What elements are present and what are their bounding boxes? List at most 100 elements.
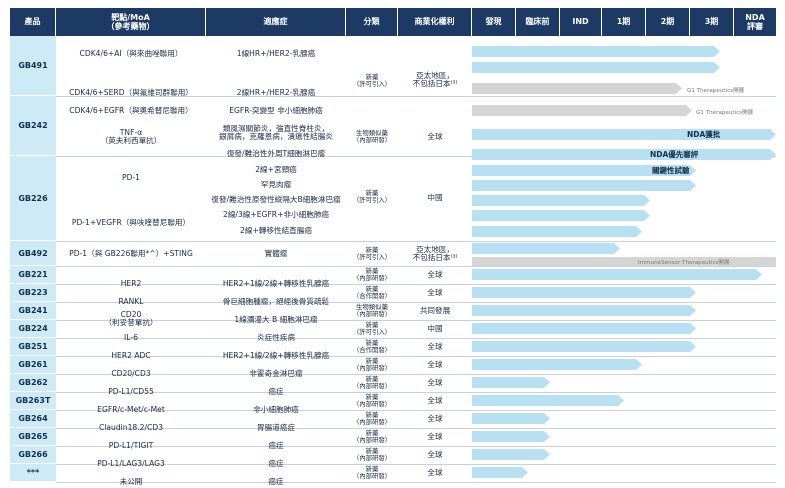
row-divider — [56, 446, 776, 447]
indication-cell: HER2+1線/2線+轉移性乳腺癌 — [222, 278, 330, 288]
category-cell: 新藥 （內部研發） — [352, 267, 392, 282]
indication-cell: 癌症 — [268, 386, 284, 396]
product-cell: GB492 — [10, 241, 56, 266]
indication-cell: 1線瀰漫大 B 細胞淋巴瘤 — [234, 314, 318, 324]
header-phase3: 3期 — [690, 8, 734, 36]
row-divider — [56, 241, 776, 242]
rights-cell: 全球 — [427, 467, 443, 477]
indication-cell: 2線/3線+EGFR+非小細胞肺癌 — [222, 209, 330, 219]
rights-cell: 全球 — [427, 131, 443, 141]
indication-cell: 復發/難治性外周T細胞淋巴瘤 — [226, 148, 326, 158]
row-divider — [56, 392, 776, 393]
rights-cell: 全球 — [427, 377, 443, 387]
target-cell: EGFR/c-Met/c-Met — [97, 404, 165, 414]
header-target: 靶點/MoA （參考藥物） — [56, 8, 206, 36]
indication-cell: 1線HR+/HER2-乳腺癌 — [236, 48, 316, 58]
row-divider — [56, 156, 776, 157]
rights-cell: 共同發展 — [419, 305, 451, 315]
header-preclinical: 臨床前 — [516, 8, 560, 36]
indication-cell: 罕見肉瘤 — [260, 179, 292, 189]
target-cell: PD-L1/LAG3/LAG3 — [97, 458, 165, 468]
header-rights: 商業化權利 — [398, 8, 472, 36]
indication-cell: 實體瘤 — [264, 248, 288, 258]
target-cell: PD-L1/CD55 — [108, 386, 154, 396]
category-cell: 新藥 （內部研發） — [352, 429, 392, 444]
indication-cell: 炎症性疾病 — [257, 332, 295, 342]
row-divider — [56, 356, 776, 357]
target-cell: CDK4/6+AI（與來曲唑聯用） — [79, 48, 183, 58]
target-cell: PD-1 — [122, 172, 140, 182]
target-cell: PD-1（與 GB226聯用*^）+STING — [69, 248, 193, 258]
target-cell: RANKL — [118, 296, 144, 306]
category-cell: 新藥 （許可引入） — [352, 246, 392, 261]
product-cell: GB241 — [10, 302, 56, 320]
product-cell: GB223 — [10, 284, 56, 302]
category-cell: 新藥 （內部研發） — [352, 465, 392, 480]
indication-cell: 胃腸道癌症 — [257, 422, 295, 432]
target-cell: Claudin18.2/CD3 — [98, 422, 164, 432]
indication-cell: EGFR-突變型 非小細胞肺癌 — [229, 105, 323, 115]
row-divider — [56, 410, 776, 411]
header-category: 分類 — [346, 8, 398, 36]
progress-bar — [472, 287, 696, 298]
partner-note: ImmuneSensor Therapeutics開展 — [638, 260, 730, 266]
category-cell: 新藥 （許可引入） — [352, 189, 392, 204]
category-cell: 新藥 （內部研發） — [352, 447, 392, 462]
progress-bar — [472, 210, 650, 221]
indication-cell: 2線+宮頸癌 — [255, 164, 297, 174]
indication-cell: 癌症 — [268, 440, 284, 450]
progress-bar — [472, 395, 624, 406]
indication-cell: 非小細胞肺癌 — [253, 404, 299, 414]
target-cell: CDK4/6+EGFR（與奧希替尼聯用） — [69, 105, 193, 115]
progress-bar — [472, 180, 696, 191]
row-divider — [56, 96, 776, 97]
indication-cell: 癌症 — [268, 458, 284, 468]
progress-bar — [472, 226, 642, 237]
partner-note: G1 Therapeutics開展 — [696, 110, 754, 116]
header-phase1: 1期 — [602, 8, 646, 36]
header-nda: NDA 評審 — [734, 8, 776, 36]
indication-cell: 2線+轉移性結直腸癌 — [240, 225, 312, 235]
product-cell: GB224 — [10, 320, 56, 338]
indication-cell: 復發/難治性原發性縱隔大B細胞淋巴瘤 — [211, 194, 341, 204]
progress-bar — [472, 269, 762, 280]
progress-bar — [472, 413, 550, 424]
category-cell: 新藥 （內部研發） — [352, 411, 392, 426]
progress-bar — [472, 129, 776, 140]
product-cell: GB251 — [10, 338, 56, 356]
partner-progress-bar — [472, 105, 692, 116]
target-cell: TNF-α （英夫利西單抗） — [100, 127, 162, 145]
product-cell: GB226 — [10, 156, 56, 241]
row-divider — [56, 302, 776, 303]
nda-approved-label: NDA獲批 — [687, 130, 721, 139]
product-cell: *** — [10, 464, 56, 482]
indication-cell: 類風濕關節炎，強直性脊柱炎， 銀屑病，克羅恩病，潰瘍性結腸炎 — [219, 123, 333, 141]
rights-cell: 中國 — [427, 192, 443, 202]
indication-cell: 癌症 — [268, 476, 284, 486]
target-cell: PD-1+VEGFR（與呋喹替尼聯用） — [71, 217, 191, 227]
rights-cell: 全球 — [427, 287, 443, 297]
rights-cell: 亞太地區， 不包括日本⁽³⁾ — [412, 244, 458, 262]
indication-cell: 非霍奇金淋巴瘤 — [249, 368, 303, 378]
progress-bar — [472, 431, 550, 442]
rights-cell: 全球 — [427, 269, 443, 279]
category-cell: 新藥 （許可引入） — [352, 73, 392, 88]
progress-bar — [472, 149, 776, 160]
rights-cell: 中國 — [427, 323, 443, 333]
partner-progress-bar — [472, 83, 682, 94]
category-cell: 新藥 （合作開發） — [352, 285, 392, 300]
rights-cell: 全球 — [427, 395, 443, 405]
header-product: 產品 — [10, 8, 56, 36]
progress-bar — [472, 467, 528, 478]
rights-cell: 亞太地區， 不包括日本⁽³⁾ — [412, 70, 458, 88]
target-cell: PD-L1/TIGIT — [108, 440, 154, 450]
header-phase2: 2期 — [646, 8, 690, 36]
nda-priority-label: NDA優先審評 — [650, 150, 699, 159]
product-cell: GB264 — [10, 410, 56, 428]
product-cell: GB265 — [10, 428, 56, 446]
rights-cell: 全球 — [427, 413, 443, 423]
progress-bar — [472, 323, 696, 334]
rights-cell: 全球 — [427, 449, 443, 459]
product-cell: GB261 — [10, 356, 56, 374]
rights-cell: 全球 — [427, 431, 443, 441]
